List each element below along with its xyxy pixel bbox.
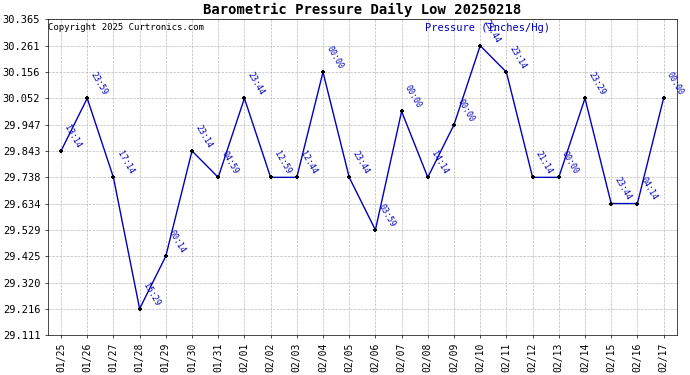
Text: 23:44: 23:44 [613,176,633,202]
Point [422,174,433,180]
Point [344,174,355,180]
Text: 23:14: 23:14 [193,123,214,150]
Point [370,227,381,233]
Point [501,69,512,75]
Text: 23:44: 23:44 [246,71,266,97]
Text: 03:59: 03:59 [377,202,397,229]
Point [448,122,460,128]
Point [291,174,302,180]
Text: 23:14: 23:14 [508,45,528,71]
Point [108,174,119,180]
Text: 17:14: 17:14 [115,150,135,176]
Point [134,306,145,312]
Text: Pressure (Inches/Hg): Pressure (Inches/Hg) [425,22,550,33]
Text: 13:14: 13:14 [62,123,83,150]
Point [632,201,643,207]
Point [186,148,197,154]
Text: 00:00: 00:00 [455,97,475,123]
Text: 23:59: 23:59 [88,71,109,97]
Text: 23:44: 23:44 [351,150,371,176]
Text: 14:14: 14:14 [429,150,449,176]
Point [55,148,66,154]
Point [396,108,407,114]
Text: 00:00: 00:00 [324,45,345,71]
Text: 12:59: 12:59 [272,150,293,176]
Text: 00:00: 00:00 [403,84,423,110]
Text: 04:14: 04:14 [639,176,659,202]
Point [475,43,486,49]
Point [81,95,92,101]
Point [580,95,591,101]
Point [658,95,669,101]
Point [213,174,224,180]
Text: 04:59: 04:59 [219,150,240,176]
Point [317,69,328,75]
Text: 23:29: 23:29 [586,71,607,97]
Point [160,253,171,259]
Text: 00:14: 00:14 [167,229,188,255]
Point [553,174,564,180]
Text: 00:00: 00:00 [560,150,580,176]
Point [239,95,250,101]
Text: 00:00: 00:00 [665,71,685,97]
Text: Copyright 2025 Curtronics.com: Copyright 2025 Curtronics.com [48,22,204,32]
Point [606,201,617,207]
Text: 12:44: 12:44 [298,150,319,176]
Text: 21:14: 21:14 [534,150,554,176]
Point [265,174,276,180]
Text: 23:44: 23:44 [482,18,502,44]
Title: Barometric Pressure Daily Low 20250218: Barometric Pressure Daily Low 20250218 [203,3,522,17]
Text: 15:29: 15:29 [141,281,161,308]
Point [527,174,538,180]
